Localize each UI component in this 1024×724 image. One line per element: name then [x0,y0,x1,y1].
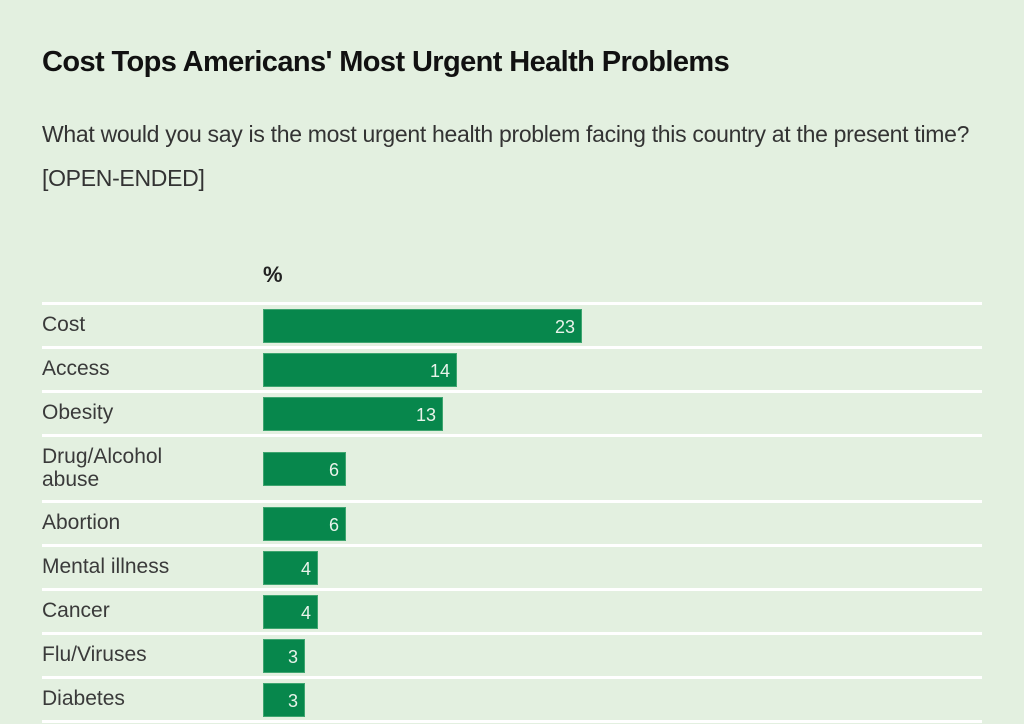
bar-access: 14 [263,352,457,387]
row-divider [42,676,982,679]
category-label-line: Cost [42,313,86,336]
bar-obesity: 13 [263,396,443,431]
category-label: Cancer [42,599,242,622]
row-divider [42,720,982,723]
category-label: Diabetes [42,687,242,710]
row-divider [42,346,982,349]
category-label: Mental illness [42,555,242,578]
data-label: 14 [429,360,450,381]
category-label-line: Access [42,357,110,380]
category-label: Access [42,357,242,380]
category-label: Abortion [42,511,242,534]
category-label-line: Diabetes [42,687,125,710]
row-divider [42,434,982,437]
category-label-line: Flu/Viruses [42,643,147,666]
data-label: 4 [300,602,311,623]
category-label-line: Obesity [42,401,114,424]
chart-title: Cost Tops Americans' Most Urgent Health … [42,46,730,78]
bar-mental-illness: 4 [263,550,318,585]
category-label-line: Drug/Alcohol [42,444,163,468]
data-label: 6 [328,459,339,480]
row-divider [42,500,982,503]
unit-label: % [263,262,283,287]
category-label-line: abuse [42,467,100,491]
data-label: 3 [287,690,298,711]
category-label-line: Cancer [42,599,110,622]
bar-flu-viruses: 3 [263,638,305,673]
category-label: Drug/Alcohol abuse [42,445,242,491]
category-label: Cost [42,313,242,336]
data-label: 4 [300,558,311,579]
row-divider [42,632,982,635]
category-label-line: Abortion [42,511,121,534]
category-label-line: Mental illness [42,555,170,578]
data-label: 3 [287,646,298,667]
data-label: 6 [328,514,339,535]
bar-diabetes: 3 [263,682,305,717]
chart-subtitle: What would you say is the most urgent he… [42,121,970,191]
row-divider [42,390,982,393]
row-divider [42,544,982,547]
row-divider [42,302,982,305]
data-label: 13 [415,404,436,425]
category-label: Flu/Viruses [42,643,242,666]
category-label: Obesity [42,401,242,424]
data-label: 23 [554,316,575,337]
bar-cancer: 4 [263,594,318,629]
bar-abortion: 6 [263,506,346,541]
bar-drug-alcohol-abuse: 6 [263,451,346,486]
bar-cost: 23 [263,308,582,343]
row-divider [42,588,982,591]
